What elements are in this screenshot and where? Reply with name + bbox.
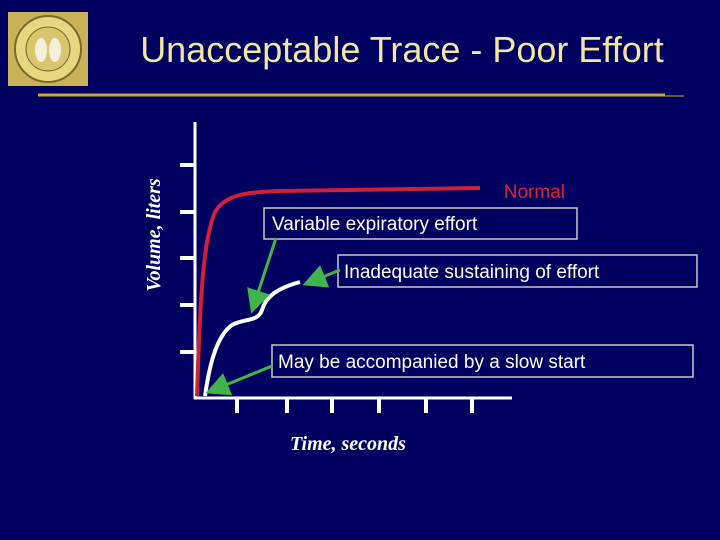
arrow: [205, 364, 273, 396]
normal-label: Normal: [504, 182, 565, 203]
normal-curve: [195, 186, 481, 397]
axes: [180, 122, 512, 413]
slow-start-box: [271, 344, 694, 378]
logo: [8, 12, 88, 86]
poor-curve: [203, 280, 301, 397]
variable-label: Variable expiratory effort: [272, 214, 478, 235]
y-axis-label: Volume, liters: [143, 178, 165, 292]
inadequate-label: Inadequate sustaining of effort: [344, 262, 600, 283]
arrow: [247, 237, 278, 314]
arrow: [302, 265, 341, 288]
slow-start-label: May be accompanied by a slow start: [278, 352, 586, 373]
variable-box: [263, 207, 578, 240]
x-axis-label: Time, seconds: [290, 433, 406, 455]
title: Unacceptable Trace - Poor Effort: [140, 29, 664, 70]
